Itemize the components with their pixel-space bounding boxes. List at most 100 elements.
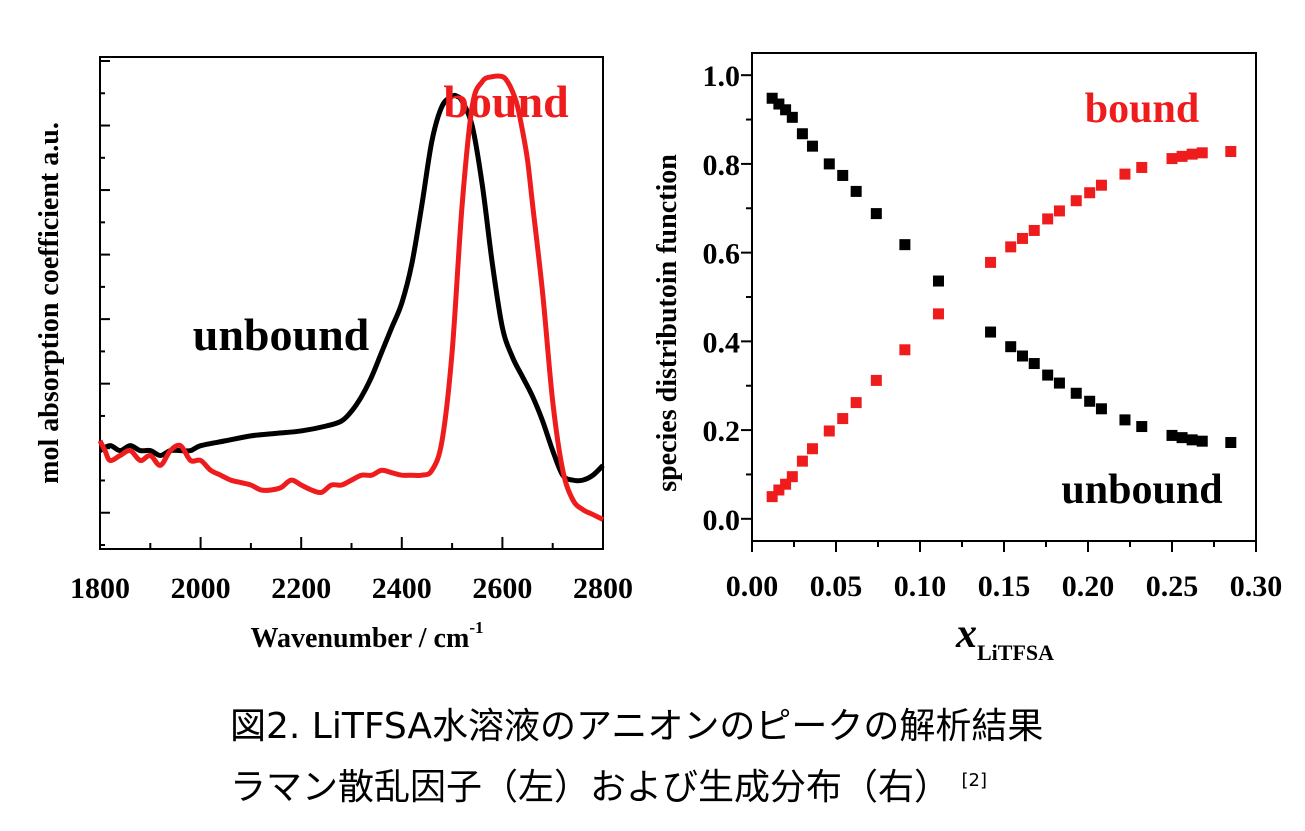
right-point-bound xyxy=(1042,213,1054,225)
right-x-axis-label-sub: LiTFSA xyxy=(977,640,1054,665)
right-x-tick-label: 0.20 xyxy=(1062,570,1115,603)
right-point-unbound xyxy=(806,140,818,152)
left-x-tick-label: 1800 xyxy=(70,572,130,605)
right-point-bound xyxy=(1016,232,1028,244)
right-point-bound xyxy=(985,256,997,268)
right-annotation-bound: bound xyxy=(1085,86,1199,132)
left-plot-frame xyxy=(99,56,604,550)
left-series-bound-line xyxy=(97,73,605,522)
right-axis-ticks xyxy=(741,74,1257,552)
right-point-unbound xyxy=(786,111,798,123)
right-point-unbound xyxy=(850,185,862,197)
right-point-bound xyxy=(766,491,778,503)
right-point-bound xyxy=(1136,161,1148,173)
right-x-tick-label: 0.30 xyxy=(1230,570,1283,603)
right-point-bound xyxy=(1005,241,1017,253)
right-point-bound xyxy=(1196,147,1208,159)
left-x-tick-label: 2400 xyxy=(372,572,432,605)
right-x-tick-label: 0.00 xyxy=(726,570,779,603)
right-point-bound xyxy=(806,443,818,455)
right-point-bound xyxy=(796,455,808,467)
right-point-unbound xyxy=(870,208,882,220)
right-point-bound xyxy=(773,484,785,496)
caption-line-2-text: ラマン散乱因子（左）および生成分布（右） xyxy=(230,767,951,808)
right-point-bound xyxy=(1095,179,1107,191)
right-point-unbound xyxy=(1070,387,1082,399)
right-y-tick-label: 1.0 xyxy=(703,60,741,93)
left-x-tick-label: 2000 xyxy=(171,572,231,605)
right-y-tick-label: 0.0 xyxy=(703,504,741,537)
right-point-bound xyxy=(1176,150,1188,162)
right-point-unbound xyxy=(1119,414,1131,426)
right-point-bound xyxy=(870,374,882,386)
right-point-unbound xyxy=(1005,341,1017,353)
left-annotation-bound: bound xyxy=(443,76,569,127)
right-point-bound xyxy=(1028,224,1040,236)
right-point-unbound xyxy=(796,128,808,140)
right-point-unbound xyxy=(1084,395,1096,407)
right-x-tick-label: 0.05 xyxy=(810,570,863,603)
left-x-tick-label: 2800 xyxy=(573,572,633,605)
right-x-tick-label: 0.15 xyxy=(978,570,1031,603)
left-x-tick-label: 2600 xyxy=(472,572,532,605)
left-annotation-unbound: unbound xyxy=(193,309,370,360)
right-x-tick-label: 0.10 xyxy=(894,570,947,603)
left-x-tick-labels: 1800 2000 2200 2400 2600 2800 xyxy=(70,572,633,605)
left-x-axis-label: Wavenumber / cm-1 xyxy=(251,618,484,654)
right-point-unbound xyxy=(1176,432,1188,444)
right-point-unbound xyxy=(1016,350,1028,362)
right-point-bound xyxy=(899,344,911,356)
right-x-tick-labels: 0.00 0.05 0.10 0.15 0.20 0.25 0.30 xyxy=(726,570,1283,603)
right-annotation-unbound: unbound xyxy=(1061,467,1222,513)
right-point-unbound xyxy=(773,98,785,110)
right-point-unbound xyxy=(823,158,835,170)
right-point-unbound xyxy=(1095,403,1107,415)
right-point-unbound xyxy=(837,169,849,181)
right-y-tick-labels: 0.0 0.2 0.4 0.6 0.8 1.0 xyxy=(703,60,741,537)
right-point-unbound xyxy=(780,104,792,116)
right-point-unbound xyxy=(1166,429,1178,441)
right-point-bound xyxy=(1084,187,1096,199)
right-point-unbound xyxy=(899,239,911,251)
right-point-unbound xyxy=(1042,369,1054,381)
right-point-bound xyxy=(823,425,835,437)
right-point-unbound xyxy=(1186,434,1198,446)
left-x-tick-label: 2200 xyxy=(271,572,331,605)
caption-line-1: 図2. LiTFSA水溶液のアニオンのピークの解析結果 xyxy=(230,706,1044,747)
right-point-bound xyxy=(1225,145,1237,157)
right-point-bound xyxy=(780,478,792,490)
right-point-bound xyxy=(932,308,944,320)
right-point-unbound xyxy=(1053,377,1065,389)
right-point-bound xyxy=(850,397,862,409)
left-spectrum-chart: 1800 2000 2200 2400 2600 2800 bound unbound W… xyxy=(34,56,633,654)
right-x-tick-label: 0.25 xyxy=(1146,570,1199,603)
right-point-unbound xyxy=(766,92,778,104)
right-point-bound xyxy=(1070,195,1082,207)
right-point-bound xyxy=(1166,153,1178,165)
right-point-bound xyxy=(1186,148,1198,160)
right-point-unbound xyxy=(932,275,944,287)
left-x-axis-label-sup: -1 xyxy=(469,618,483,637)
right-point-unbound xyxy=(1225,437,1237,449)
right-x-axis-label: xLiTFSA xyxy=(955,611,1054,665)
caption-reference: [2] xyxy=(961,770,987,791)
right-y-tick-label: 0.4 xyxy=(703,326,741,359)
caption-line-2: ラマン散乱因子（左）および生成分布（右） [2] xyxy=(230,754,1230,815)
right-point-unbound xyxy=(1028,358,1040,370)
figure-caption: 図2. LiTFSA水溶液のアニオンのピークの解析結果 ラマン散乱因子（左）およ… xyxy=(230,700,1230,815)
right-distribution-chart: 0.00 0.05 0.10 0.15 0.20 0.25 0.30 0.0 0.2 0.4 0.… xyxy=(652,52,1283,665)
left-y-axis-label: mol absorption coefficient a.u. xyxy=(34,122,65,484)
right-point-bound xyxy=(1053,205,1065,217)
left-axis-ticks xyxy=(99,60,604,549)
right-point-unbound xyxy=(1136,421,1148,433)
left-series-lines xyxy=(97,73,605,522)
right-point-bound xyxy=(786,471,798,483)
right-y-tick-label: 0.2 xyxy=(703,415,741,448)
right-point-bound xyxy=(837,413,849,425)
right-y-tick-label: 0.8 xyxy=(703,149,741,182)
right-point-unbound xyxy=(985,326,997,338)
right-y-axis-label: species distributoin function xyxy=(652,154,683,492)
right-point-bound xyxy=(1119,168,1131,180)
right-scatter-points xyxy=(766,92,1237,503)
